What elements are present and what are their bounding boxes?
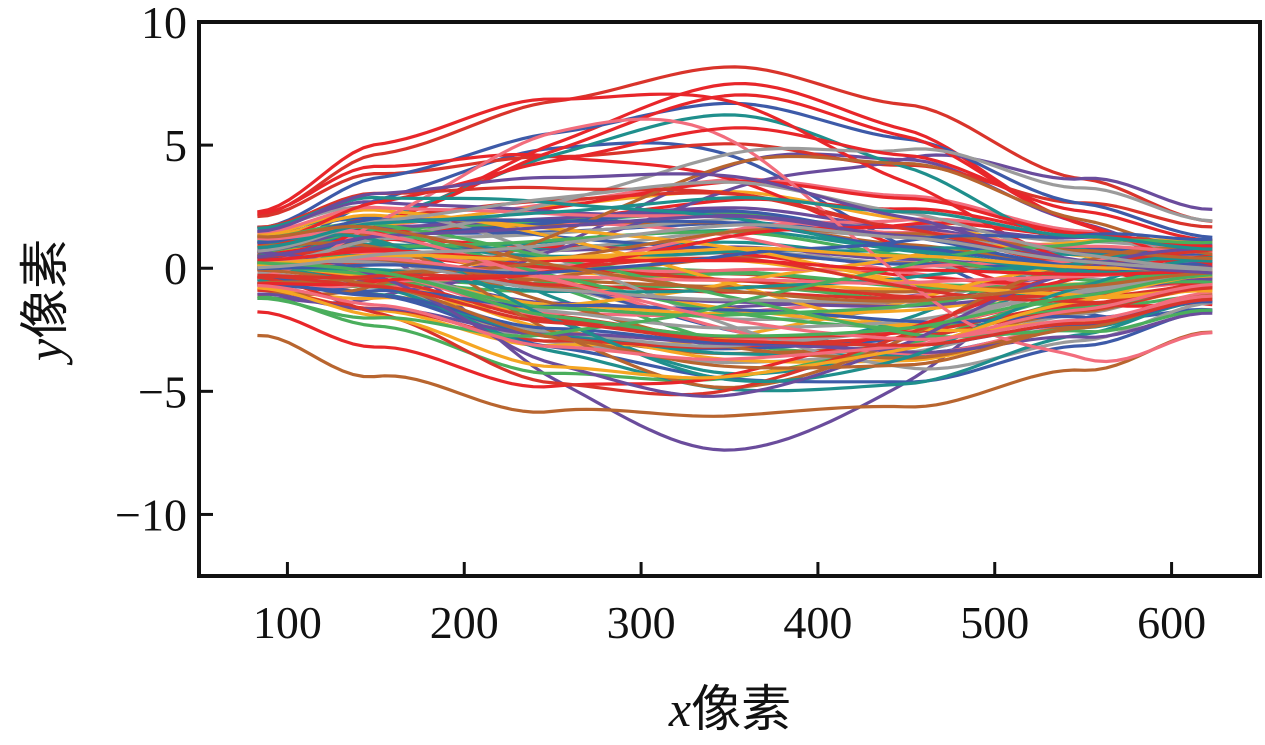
y-axis-ticks: 10 5 0 −5 −10 [115,0,213,540]
series-line [257,232,1213,275]
series-line [257,330,1213,418]
y-tick-label: −10 [115,489,187,540]
series-line [257,238,1213,338]
x-axis-label: x像素 [668,681,791,737]
x-tick-label: 600 [1137,597,1206,648]
y-axis-label: y像素 [17,239,73,366]
series-line [257,246,1213,272]
x-tick-label: 100 [253,597,322,648]
series-line [257,274,1213,347]
series-line [257,146,1213,266]
series-line [257,65,1213,223]
series-line [257,195,1213,275]
series-line [257,254,1213,389]
series-line [257,180,1213,271]
x-axis-label-var: x [668,681,691,737]
x-tick-label: 500 [960,597,1029,648]
series-line [257,261,1213,338]
y-tick-label: −5 [138,366,187,417]
y-axis-label-var: y [17,338,73,366]
series-line [257,256,1213,285]
x-tick-label: 400 [783,597,852,648]
x-axis-ticks: 100 200 300 400 500 600 [253,562,1206,648]
y-tick-label: 0 [164,243,187,294]
x-tick-label: 200 [430,597,499,648]
y-tick-label: 5 [164,120,187,171]
series-line [257,282,1213,361]
series-line [257,229,1213,341]
plot-frame [197,20,1262,578]
series-line [257,267,1213,370]
series-layer [256,65,1213,452]
series-line [257,126,1213,246]
x-tick-label: 300 [607,597,676,648]
series-line [257,172,1213,275]
series-line [257,272,1213,380]
series-line [257,196,1213,251]
y-tick-label: 10 [141,0,187,48]
series-line [257,224,1213,303]
series-line [256,117,1213,364]
series-line [257,223,1213,272]
y-axis-label-text: 像素 [17,239,73,339]
x-axis-label-text: 像素 [691,681,791,737]
